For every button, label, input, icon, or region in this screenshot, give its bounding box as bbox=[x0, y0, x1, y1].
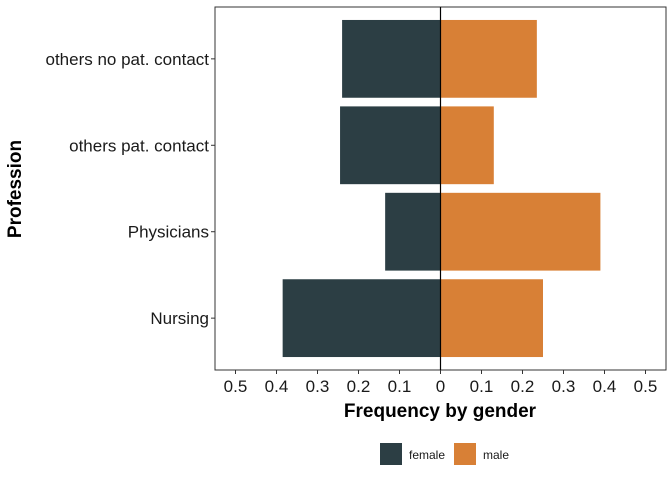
legend-key-female bbox=[380, 443, 402, 465]
bars-group bbox=[282, 19, 601, 358]
x-tick-label: 0 bbox=[436, 377, 445, 396]
legend: female male bbox=[380, 443, 509, 465]
x-axis: 0.5 0.4 0.3 0.2 0.1 0 0.1 0.2 0.3 0.4 0.5 bbox=[224, 370, 658, 396]
y-tick-label: others pat. contact bbox=[69, 136, 209, 155]
x-tick-label: 0.5 bbox=[634, 377, 658, 396]
bar-female-others-no-pat-contact bbox=[342, 19, 441, 98]
bar-female-nursing bbox=[282, 279, 441, 358]
x-axis-title: Frequency by gender bbox=[344, 401, 537, 422]
bar-female-physicians bbox=[385, 192, 441, 271]
x-tick-label: 0.1 bbox=[388, 377, 412, 396]
legend-label-female: female bbox=[409, 448, 445, 462]
bar-female-others-pat-contact bbox=[340, 106, 441, 185]
x-tick-label: 0.2 bbox=[511, 377, 535, 396]
x-tick-label: 0.3 bbox=[552, 377, 576, 396]
bar-male-others-pat-contact bbox=[440, 106, 494, 185]
y-tick-label: Nursing bbox=[150, 309, 209, 328]
legend-label-male: male bbox=[483, 448, 509, 462]
x-tick-label: 0.4 bbox=[593, 377, 617, 396]
x-tick-label: 0.3 bbox=[306, 377, 330, 396]
y-tick-label: Physicians bbox=[128, 223, 209, 242]
y-tick-label: others no pat. contact bbox=[46, 50, 210, 69]
bar-male-physicians bbox=[440, 192, 601, 271]
x-tick-label: 0.4 bbox=[265, 377, 289, 396]
x-tick-label: 0.5 bbox=[224, 377, 248, 396]
x-tick-label: 0.1 bbox=[470, 377, 494, 396]
bar-male-nursing bbox=[440, 279, 543, 358]
legend-key-male bbox=[454, 443, 476, 465]
y-axis: Nursing Physicians others pat. contact othe… bbox=[46, 50, 215, 328]
bar-male-others-no-pat-contact bbox=[440, 19, 537, 98]
y-axis-title: Profession bbox=[5, 140, 26, 238]
x-tick-label: 0.2 bbox=[347, 377, 371, 396]
